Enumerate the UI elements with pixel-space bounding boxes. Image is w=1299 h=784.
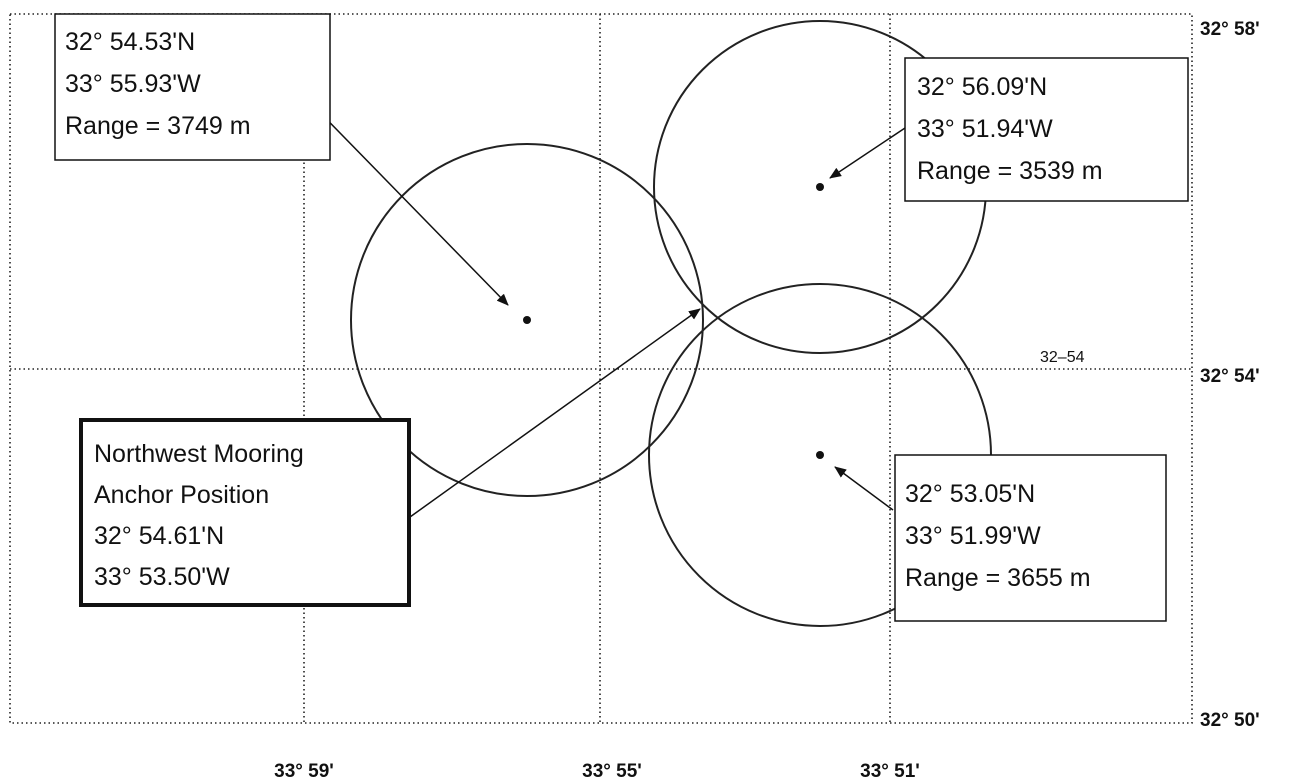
arrow xyxy=(299,91,509,306)
label-box xyxy=(904,57,1189,202)
arrow xyxy=(834,466,894,511)
box-text: 32° 54.61'N xyxy=(94,522,224,550)
box-text: 32° 56.09'N xyxy=(917,73,1047,101)
center-dot xyxy=(523,316,531,324)
label-box xyxy=(54,13,331,161)
frame xyxy=(9,13,1193,724)
lon-label: 33° 51' xyxy=(860,761,920,782)
label-box xyxy=(79,418,411,607)
arrow xyxy=(409,308,701,518)
box-text: Range = 3749 m xyxy=(65,112,251,140)
box-text: 33° 51.94'W xyxy=(917,115,1053,143)
box-text: Northwest Mooring xyxy=(94,440,304,468)
arrow xyxy=(829,127,906,179)
lon-label: 33° 59' xyxy=(274,761,334,782)
box-text: 33° 53.50'W xyxy=(94,563,230,591)
box-text: Anchor Position xyxy=(94,481,269,509)
center-dot xyxy=(816,183,824,191)
lon-label: 33° 55' xyxy=(582,761,642,782)
box-text: 33° 55.93'W xyxy=(65,70,201,98)
box-text: 33° 51.99'W xyxy=(905,522,1041,550)
center-dot xyxy=(816,451,824,459)
box-text: Range = 3539 m xyxy=(917,157,1103,185)
lat-label: 32° 50' xyxy=(1200,710,1260,731)
box-text: Range = 3655 m xyxy=(905,564,1091,592)
range-circle xyxy=(350,143,704,497)
grid-note: 32–54 xyxy=(1040,349,1085,366)
box-text: 32° 53.05'N xyxy=(905,480,1035,508)
lat-label: 32° 58' xyxy=(1200,19,1260,40)
label-box xyxy=(894,454,1167,622)
lat-label: 32° 54' xyxy=(1200,366,1260,387)
box-text: 32° 54.53'N xyxy=(65,28,195,56)
